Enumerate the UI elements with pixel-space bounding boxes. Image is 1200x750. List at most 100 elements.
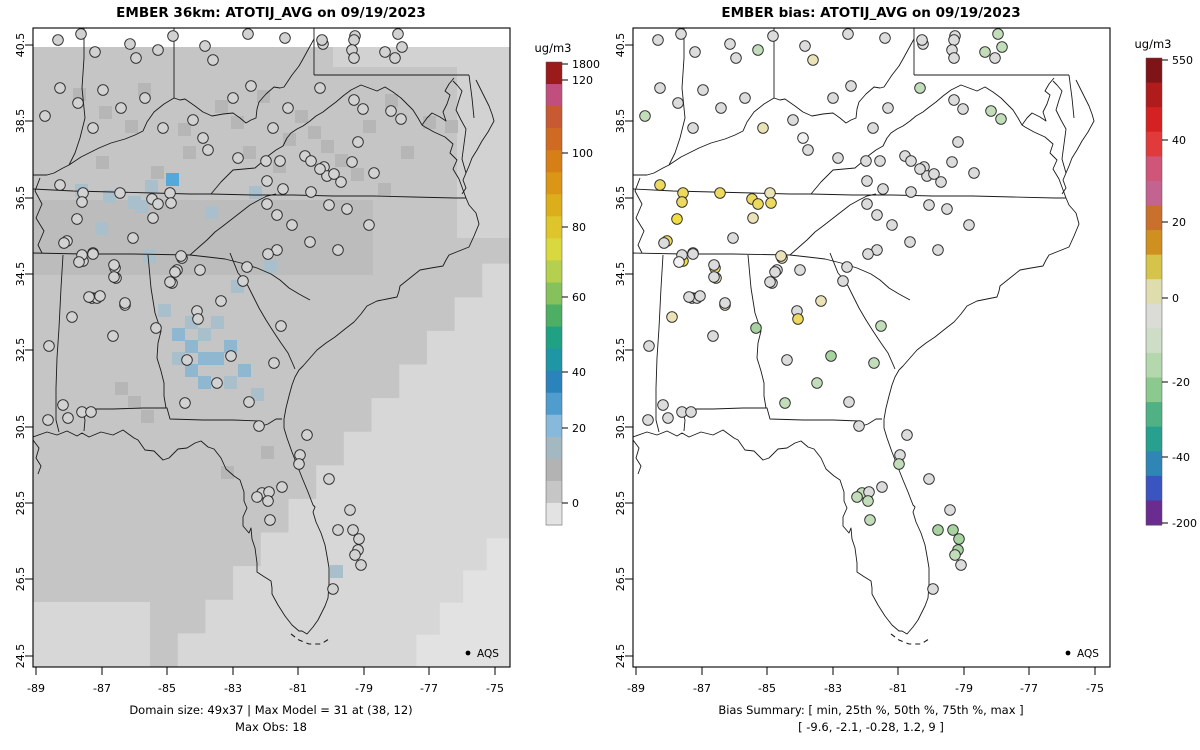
colorbar-segment [1146,402,1162,428]
aqs-station-point [165,197,177,209]
aqs-station-point [752,198,764,210]
raster-blue-cell [211,352,224,365]
aqs-station-point [739,92,751,104]
aqs-station-point [127,232,139,244]
y-axis-tick-label: 26.5 [14,567,27,592]
aqs-station-point [341,203,353,215]
colorbar-tick-label: 40 [572,366,586,379]
aqs-station-point [654,179,666,191]
right-caption-line2: [ -9.6, -2.1, -0.28, 1.2, 9 ] [798,720,944,734]
colorbar-tick-label: 20 [1172,216,1186,229]
state-border-line [33,439,42,475]
colorbar-tick-label: -20 [1172,376,1190,389]
aqs-station-point [275,320,287,332]
colorbar-segment [546,304,562,328]
aqs-station-point [57,399,69,411]
aqs-station-point [867,122,879,134]
aqs-station-point [75,28,87,40]
raster-dark-cell [351,168,364,181]
aqs-station-point [874,155,886,167]
colorbar-segment [546,502,562,526]
state-border-line [1052,80,1067,174]
aqs-station-point [825,350,837,362]
raster-ocean-far [393,506,510,667]
colorbar-tick-label: 0 [1172,292,1179,305]
raster-blue-cell [198,352,211,365]
raster-blue-cell [205,206,218,219]
aqs-station-point [843,396,855,408]
aqs-station-point [792,313,804,325]
aqs-station-point [202,144,214,156]
aqs-station-point [995,113,1007,125]
aqs-station-point [71,213,83,225]
aqs-station-point [861,175,873,187]
colorbar-segment [1146,500,1162,526]
raster-dark-cell [183,146,196,159]
aqs-station-point [261,198,273,210]
aqs-station-point [952,136,964,148]
aqs-station-point [932,244,944,256]
colorbar-tick-label: -40 [1172,451,1190,464]
aqs-station-point [927,583,939,595]
aqs-station-point [346,156,358,168]
aqs-station-point [730,52,742,64]
raster-dark-cell [401,146,414,159]
state-border-line [147,254,167,409]
y-axis-tick-label: 26.5 [614,567,627,592]
model-raster-layer [33,47,510,667]
colorbar-segment [546,194,562,217]
raster-dark-cell [99,106,112,119]
aqs-station-point [851,491,863,503]
florida-keys-line [290,633,330,645]
aqs-legend-label: AQS [477,648,499,660]
state-border-line [829,252,896,370]
x-axis-tick-label: -89 [627,682,645,695]
state-border-line [229,252,296,370]
colorbar-segment [1146,82,1162,108]
aqs-station-point [54,82,66,94]
raster-blue-cell [330,565,343,578]
aqs-station-point [237,275,249,287]
aqs-station-point [332,524,344,536]
raster-blue-cell [103,190,116,203]
aqs-station-point [985,105,997,117]
aqs-station-point [719,297,731,309]
x-axis-tick-label: -83 [224,682,242,695]
aqs-station-point [948,34,960,46]
aqs-station-point [769,266,781,278]
raster-dark-cell [385,94,398,107]
aqs-station-point [130,52,142,64]
aqs-station-point [268,357,280,369]
raster-blue-cell [143,250,156,263]
aqs-station-point [147,212,159,224]
aqs-station-point [775,250,787,262]
colorbar-tick-label: 80 [572,221,586,234]
raster-dark-cell [128,396,141,409]
left-map-panel: EMBER 36km: ATOTIJ_AVG on 09/19/2023 -89… [14,5,600,734]
right-colorbar: 550 40 20 0 -20 -40 -200 [1145,54,1197,530]
aqs-station-point [261,175,273,187]
aqs-station-point [232,152,244,164]
aqs-station-point [689,46,701,58]
colorbar-segment [1146,156,1162,182]
aqs-station-point [262,248,274,260]
state-border-line [34,177,45,254]
raster-dark-cell [445,120,458,133]
aqs-station-point [715,102,727,114]
aqs-station-point [947,524,959,536]
colorbar-segment [546,128,562,151]
colorbar-segment [546,260,562,283]
aqs-station-point [853,420,865,432]
aqs-station-point [914,82,926,94]
state-border-line [452,80,467,174]
aqs-station-point [335,176,347,188]
raster-dark-cell [283,133,296,146]
aqs-station-point [167,30,179,42]
aqs-station-point [643,340,655,352]
aqs-station-point [276,481,288,493]
aqs-station-point [194,264,206,276]
raster-blue-cell [251,388,264,401]
aqs-station-point [251,491,263,503]
aqs-station-point [348,34,360,46]
aqs-station-point [73,256,85,268]
